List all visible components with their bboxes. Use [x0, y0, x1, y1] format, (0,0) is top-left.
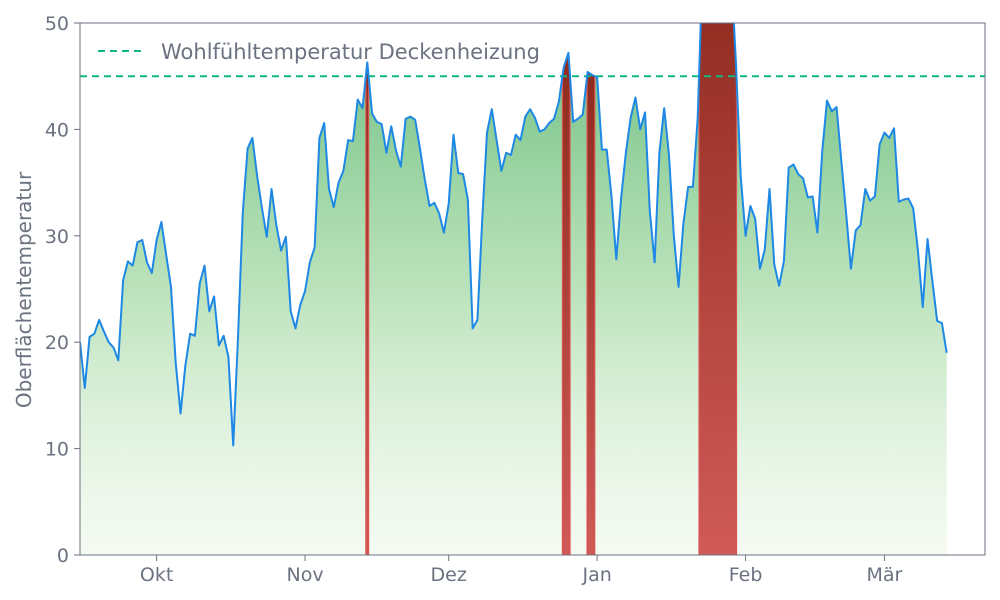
exceedance-area [586, 70, 596, 555]
x-tick-label: Okt [140, 564, 173, 586]
y-tick-label: 10 [45, 439, 69, 461]
x-tick-label: Dez [431, 564, 467, 586]
x-tick-label: Mär [867, 564, 903, 586]
y-tick-label: 30 [45, 226, 69, 248]
plot-frame [79, 22, 986, 556]
x-tick-label: Feb [729, 564, 763, 586]
legend: Wohlfühltemperatur Deckenheizung [98, 40, 540, 64]
exceedance-area [698, 23, 738, 555]
y-axis: 0 10 20 30 40 50 [45, 13, 80, 567]
x-axis: Okt Nov Dez Jan Feb Mär [140, 555, 903, 586]
area-fill [80, 23, 947, 555]
series-line [80, 23, 948, 447]
exceedance-area [365, 62, 370, 555]
y-tick-label: 20 [45, 332, 69, 354]
x-tick-label: Jan [581, 564, 611, 586]
exceedance-area [561, 52, 571, 555]
y-axis-title: Oberflächentemperatur [12, 171, 36, 408]
legend-label: Wohlfühltemperatur Deckenheizung [161, 40, 540, 64]
y-tick-label: 0 [57, 545, 69, 567]
y-tick-label: 40 [45, 119, 69, 141]
x-tick-label: Nov [287, 564, 324, 586]
y-tick-label: 50 [45, 13, 69, 35]
